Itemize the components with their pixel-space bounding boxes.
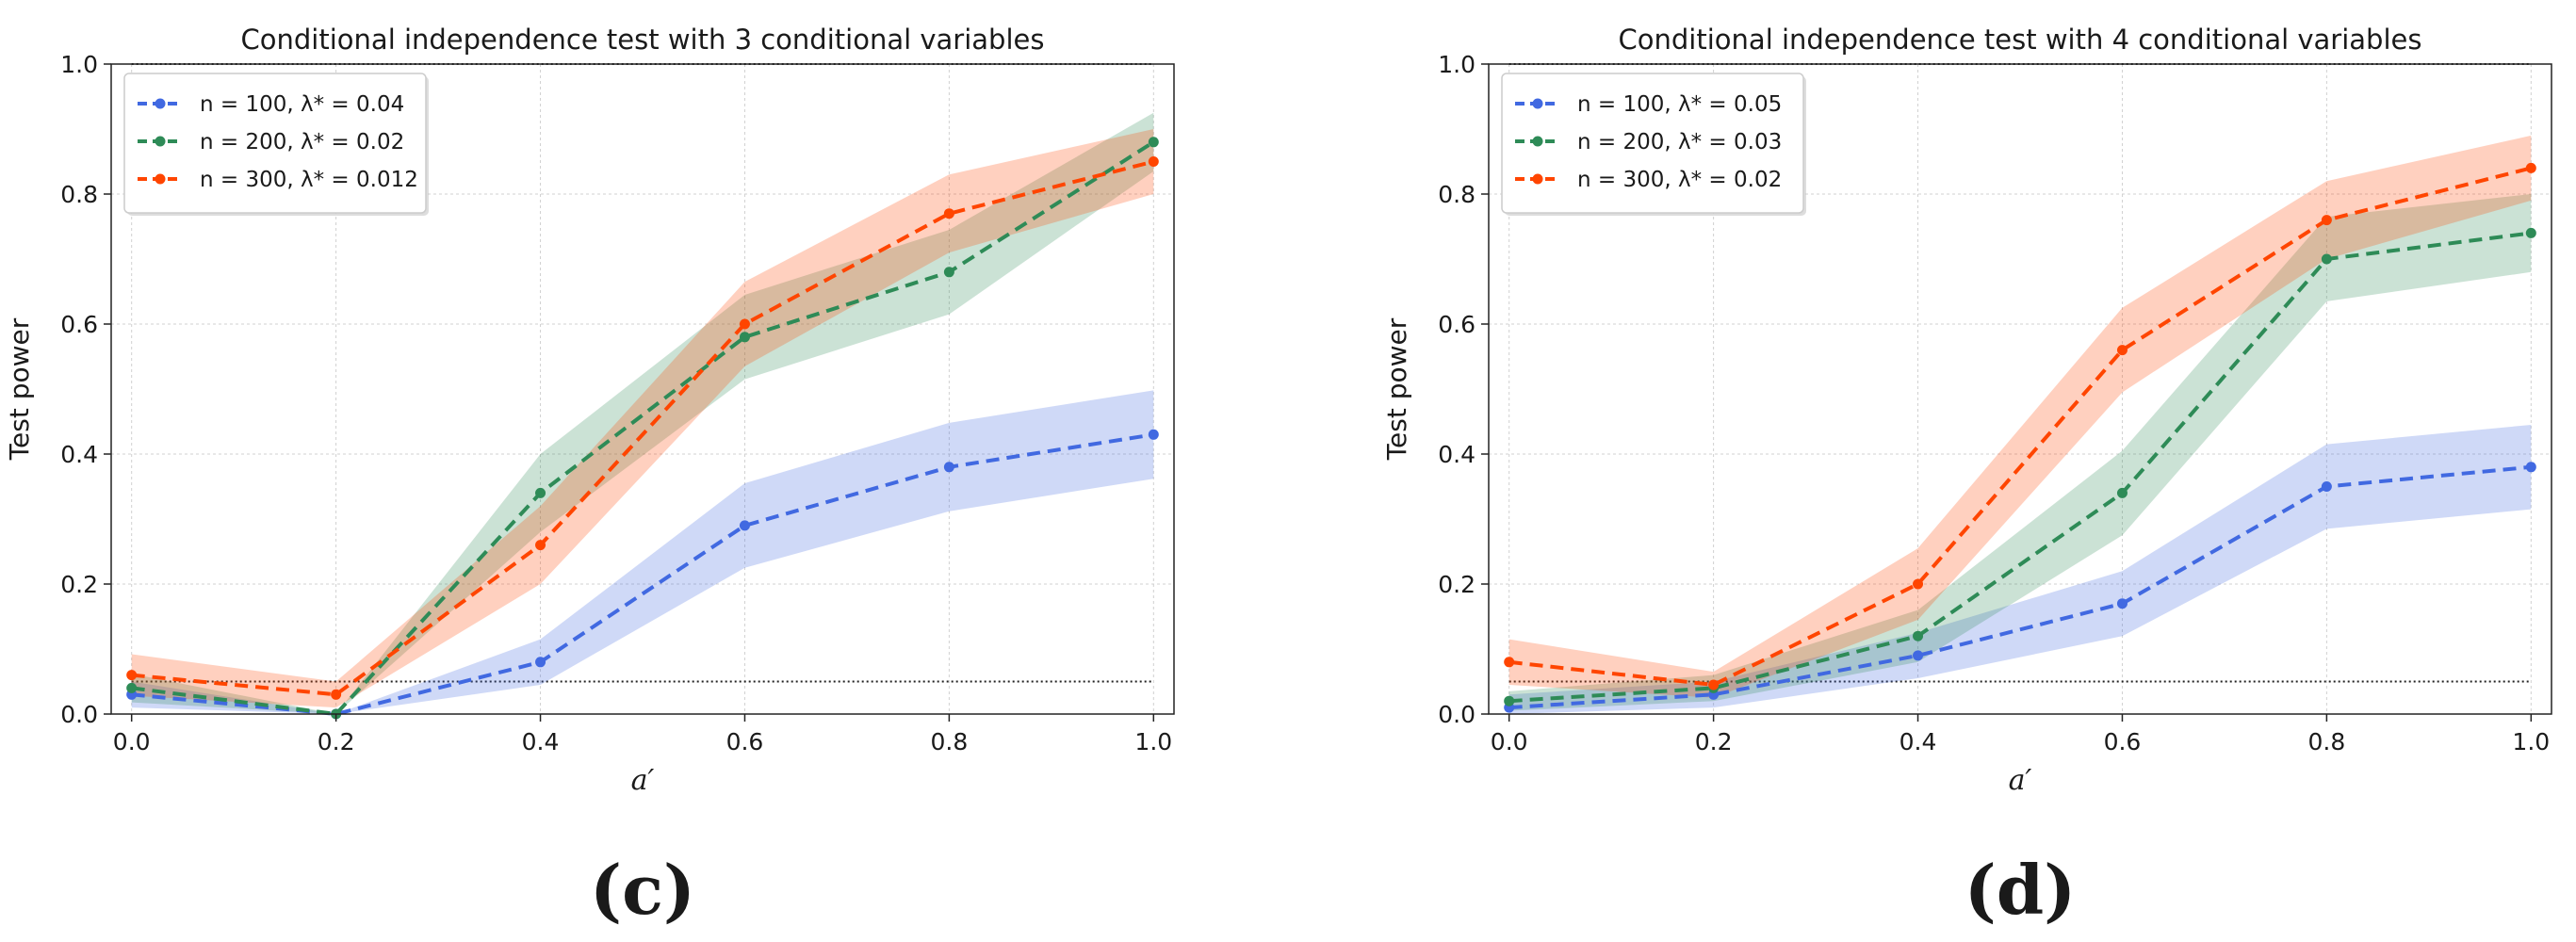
- data-point-series-3: [1148, 156, 1159, 167]
- legend-marker-series-2: [1532, 136, 1543, 147]
- legend-label-series-3: n = 300, λ* = 0.02: [1577, 168, 1782, 192]
- legend-marker-series-3: [155, 173, 166, 185]
- confidence-band-series-2: [131, 112, 1154, 714]
- y-axis-label: Test power: [1381, 317, 1412, 461]
- x-axis-label: a′: [631, 764, 655, 797]
- legend-marker-series-1: [155, 98, 166, 109]
- data-point-series-2: [535, 487, 546, 498]
- data-point-series-2: [126, 682, 138, 693]
- data-point-series-1: [1913, 650, 1924, 661]
- confidence-band-series-2: [1508, 194, 2532, 711]
- confidence-band-series-3: [1508, 135, 2532, 698]
- x-tick-label: 0.8: [931, 728, 969, 755]
- legend-marker-series-1: [1532, 98, 1543, 109]
- axes-frame: [110, 63, 1175, 715]
- legend: n = 100, λ* = 0.05 n = 200, λ* = 0.03 n = …: [1501, 73, 1806, 216]
- legend-box: [1501, 73, 1804, 214]
- data-point-series-1: [2116, 598, 2128, 609]
- legend-label-series-2: n = 200, λ* = 0.02: [200, 130, 404, 154]
- legend-label-series-1: n = 100, λ* = 0.04: [200, 92, 404, 117]
- y-tick-label: 0.2: [60, 571, 98, 598]
- data-point-series-1: [943, 462, 954, 473]
- panel-label: (c): [590, 850, 695, 930]
- x-axis-label: a′: [2009, 764, 2032, 797]
- data-point-series-3: [739, 318, 750, 330]
- x-tick-label: 0.0: [113, 728, 151, 755]
- data-point-series-3: [1504, 657, 1515, 668]
- data-point-series-3: [126, 670, 138, 681]
- y-tick-label: 1.0: [1438, 51, 1475, 78]
- data-point-series-3: [331, 689, 342, 700]
- y-tick-label: 0.4: [1438, 441, 1475, 468]
- legend-label-series-3: n = 300, λ* = 0.012: [200, 168, 418, 192]
- y-tick-label: 0.8: [1438, 181, 1475, 208]
- data-point-series-2: [1913, 630, 1924, 642]
- y-tick-label: 0.8: [60, 181, 98, 208]
- chart-title: Conditional independence test with 4 con…: [1619, 24, 2422, 56]
- chart-panel-1: 0.0 0.2 0.4 0.6 0.8 1.0 0.0 0.2 0.4 0.6 0.8 1.0 Cond…: [4, 24, 1175, 930]
- legend-marker-series-2: [155, 136, 166, 147]
- legend-box: [123, 73, 427, 214]
- legend-label-series-1: n = 100, λ* = 0.05: [1577, 92, 1782, 117]
- data-point-series-3: [2525, 162, 2536, 173]
- data-point-series-1: [535, 657, 546, 668]
- data-point-series-3: [535, 540, 546, 551]
- confidence-band-series-1: [1508, 424, 2532, 714]
- data-point-series-2: [943, 267, 954, 278]
- x-tick-label: 0.4: [522, 728, 560, 755]
- legend-label-series-2: n = 200, λ* = 0.03: [1577, 130, 1782, 154]
- data-point-series-2: [739, 332, 750, 343]
- data-point-series-2: [2116, 487, 2128, 498]
- x-tick-label: 0.2: [318, 728, 355, 755]
- y-axis-label: Test power: [4, 317, 35, 461]
- series-line-1: [1508, 464, 2532, 710]
- x-tick-label: 0.0: [1491, 728, 1528, 755]
- x-tick-label: 1.0: [2512, 728, 2550, 755]
- axes-frame: [1488, 63, 2552, 715]
- data-point-series-1: [2321, 481, 2332, 492]
- y-tick-label: 0.0: [60, 701, 98, 728]
- x-tick-label: 0.8: [2308, 728, 2346, 755]
- confidence-band-series-1: [131, 390, 1154, 714]
- chart-title: Conditional independence test with 3 con…: [241, 24, 1045, 56]
- x-tick-label: 0.6: [2104, 728, 2142, 755]
- data-point-series-2: [2525, 227, 2536, 238]
- y-tick-label: 0.4: [60, 441, 98, 468]
- y-tick-label: 0.6: [1438, 311, 1475, 338]
- series-line-3: [131, 159, 1154, 697]
- data-point-series-1: [739, 520, 750, 531]
- series-line-2: [1508, 231, 2532, 704]
- x-tick-label: 0.6: [726, 728, 764, 755]
- y-tick-label: 0.2: [1438, 571, 1475, 598]
- x-tick-label: 1.0: [1134, 728, 1172, 755]
- series-line-3: [1508, 166, 2532, 688]
- data-point-series-2: [1504, 695, 1515, 706]
- y-tick-label: 0.0: [1438, 701, 1475, 728]
- data-point-series-3: [1913, 578, 1924, 590]
- y-tick-label: 1.0: [60, 51, 98, 78]
- y-tick-label: 0.6: [60, 311, 98, 338]
- data-point-series-2: [1148, 137, 1159, 148]
- x-tick-label: 0.2: [1695, 728, 1733, 755]
- data-point-series-3: [2116, 345, 2128, 356]
- x-tick-label: 0.4: [1899, 728, 1937, 755]
- panel-label: (d): [1965, 850, 2076, 930]
- data-point-series-3: [943, 208, 954, 219]
- chart-panel-2: 0.0 0.2 0.4 0.6 0.8 1.0 0.0 0.2 0.4 0.6 0.8 1.0 Cond…: [1381, 24, 2552, 930]
- confidence-band-series-3: [131, 129, 1154, 708]
- data-point-series-3: [2321, 215, 2332, 226]
- data-point-series-2: [2321, 253, 2332, 265]
- legend: n = 100, λ* = 0.04 n = 200, λ* = 0.02 n = …: [123, 73, 429, 216]
- series-line-2: [131, 140, 1155, 717]
- data-point-series-1: [1148, 429, 1159, 440]
- data-point-series-1: [2525, 462, 2536, 473]
- legend-marker-series-3: [1532, 173, 1543, 185]
- data-point-series-3: [1708, 679, 1720, 690]
